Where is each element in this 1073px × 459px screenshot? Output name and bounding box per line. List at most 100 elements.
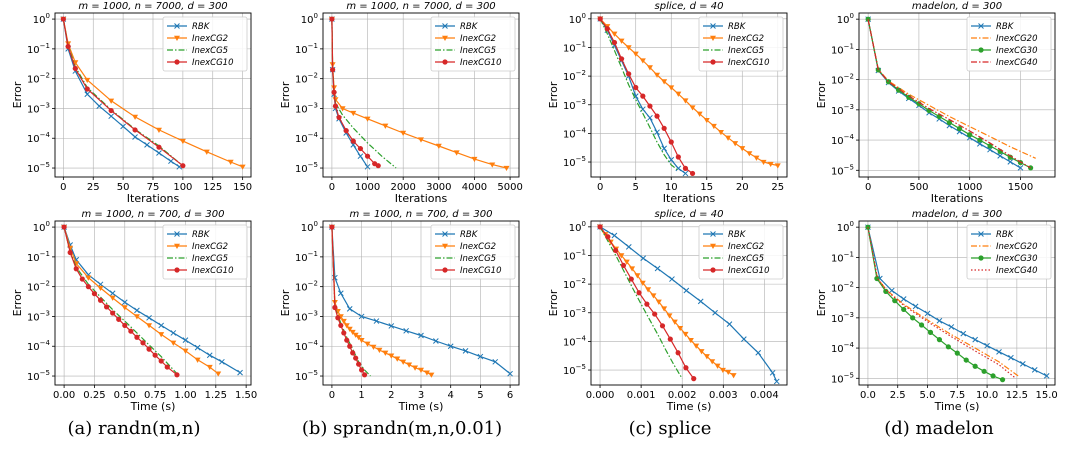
- data-point-RBK: [237, 369, 243, 376]
- x-tick-label: 4000: [462, 182, 487, 193]
- data-point-InexCG30: [945, 344, 951, 350]
- legend-label: InexCG40: [996, 266, 1038, 276]
- data-point-RBK: [668, 156, 675, 163]
- y-tick-label: 10−5: [295, 161, 318, 175]
- data-point-InexCG10: [613, 247, 619, 254]
- data-point-InexCG2: [646, 65, 653, 71]
- legend-box: [162, 224, 248, 280]
- data-point-RBK: [1007, 159, 1014, 165]
- data-point-InexCG2: [760, 159, 767, 166]
- series-line-InexCG5: [331, 19, 397, 169]
- data-point-InexCG30: [956, 125, 963, 132]
- data-point-InexCG2: [406, 362, 413, 368]
- data-point-InexCG30: [883, 288, 889, 294]
- data-point-InexCG30: [981, 368, 987, 374]
- data-point-InexCG10: [364, 153, 371, 159]
- data-point-InexCG2: [109, 295, 116, 301]
- data-point-InexCG2: [346, 326, 353, 332]
- x-tick-label: 0.004: [750, 390, 779, 401]
- series-InexCG20: [867, 227, 1019, 377]
- data-point-InexCG2: [418, 367, 424, 373]
- x-tick-label: 75: [147, 182, 160, 193]
- y-tick-label: 10−3: [295, 101, 318, 115]
- legend-label: RBK: [460, 230, 479, 240]
- legend: RBK InexCG2 InexCG5 InexCG10: [430, 16, 516, 72]
- caption-c: (c) splice: [628, 418, 712, 439]
- data-point-RBK: [1017, 165, 1024, 171]
- data-point-InexCG2: [394, 356, 401, 362]
- y-tick-label: 10−4: [295, 131, 319, 145]
- data-point-InexCG10: [134, 334, 140, 340]
- legend: RBK InexCG2 InexCG5 InexCG10: [162, 224, 248, 280]
- legend-label: RBK: [996, 230, 1015, 240]
- series-InexCG2: [328, 224, 435, 378]
- data-point-RBK: [654, 265, 661, 272]
- data-point-InexCG10: [659, 323, 666, 329]
- data-point-InexCG30: [987, 143, 993, 149]
- data-point-InexCG2: [661, 306, 668, 312]
- data-point-InexCG2: [400, 130, 407, 136]
- legend-label: InexCG2: [192, 242, 228, 252]
- legend-label: InexCG2: [460, 34, 496, 44]
- data-point-InexCG30: [865, 16, 871, 22]
- y-tick-label: 10−3: [563, 98, 586, 112]
- legend-marker-InexCG2: [710, 35, 716, 41]
- data-point-InexCG2: [618, 38, 625, 44]
- y-tick-label: 10−5: [831, 371, 854, 385]
- y-tick-label: 10−1: [831, 42, 854, 56]
- plot-frame: [858, 12, 1056, 178]
- x-tick-label: 0.25: [83, 390, 105, 401]
- data-point-RBK: [948, 324, 955, 330]
- y-tick-label: 100: [301, 12, 318, 26]
- legend-marker-InexCG2: [442, 35, 448, 41]
- data-point-RBK: [121, 299, 128, 306]
- chart-panel-6: 0 1 2 3 4 5 6 100 10−1 10−2 10−3 10−4 10−5 m = 1000, …: [279, 209, 520, 413]
- data-point-InexCG10: [73, 266, 79, 272]
- data-point-InexCG10: [331, 89, 337, 95]
- x-tick-label: 25: [771, 182, 784, 193]
- data-point-InexCG2: [182, 348, 189, 354]
- x-tick-label: 15.0: [1036, 390, 1058, 401]
- series-InexCG5: [599, 18, 679, 172]
- data-point-InexCG10: [158, 358, 164, 364]
- legend-label: RBK: [460, 22, 479, 32]
- data-point-InexCG2: [714, 363, 721, 369]
- data-point-InexCG2: [400, 359, 407, 365]
- legend: RBK InexCG20 InexCG30 InexCG40: [966, 224, 1052, 280]
- x-axis-label: Time (s): [934, 400, 980, 413]
- data-point-InexCG10: [356, 361, 362, 367]
- series-InexCG30: [865, 224, 1006, 383]
- y-tick-label: 10−5: [563, 363, 586, 377]
- legend-marker-RBK: [978, 23, 984, 29]
- x-tick-label: 7.5: [949, 390, 965, 401]
- data-point-InexCG10: [152, 352, 158, 358]
- data-point-InexCG10: [668, 139, 674, 145]
- data-point-RBK: [1031, 367, 1038, 373]
- y-axis-label: Error: [547, 81, 560, 108]
- data-point-InexCG2: [639, 280, 646, 286]
- x-tick-label: 1.50: [235, 390, 257, 401]
- data-point-InexCG10: [84, 86, 90, 92]
- y-tick-label: 10−2: [831, 281, 854, 295]
- y-tick-label: 10−2: [295, 280, 318, 294]
- legend-label: InexCG30: [996, 46, 1038, 56]
- data-point-InexCG2: [364, 341, 371, 347]
- legend-box: [966, 16, 1052, 72]
- x-tick-label: 0.75: [144, 390, 166, 401]
- x-tick-label: 2000: [390, 182, 415, 193]
- series-line-RBK: [867, 227, 1047, 377]
- x-axis-label: Time (s): [130, 400, 176, 413]
- data-point-InexCG10: [647, 103, 653, 109]
- y-tick-label: 100: [837, 220, 854, 234]
- data-point-InexCG2: [121, 305, 128, 311]
- data-point-InexCG10: [146, 346, 152, 352]
- data-point-InexCG10: [611, 39, 618, 46]
- x-tick-label: 12.5: [1006, 390, 1028, 401]
- legend-marker-RBK: [978, 231, 984, 237]
- x-axis-label: Iterations: [931, 192, 984, 205]
- data-point-InexCG2: [675, 91, 682, 97]
- series-line-RBK: [331, 19, 368, 168]
- legend-label: InexCG5: [460, 46, 496, 56]
- x-tick-label: 0.50: [114, 390, 136, 401]
